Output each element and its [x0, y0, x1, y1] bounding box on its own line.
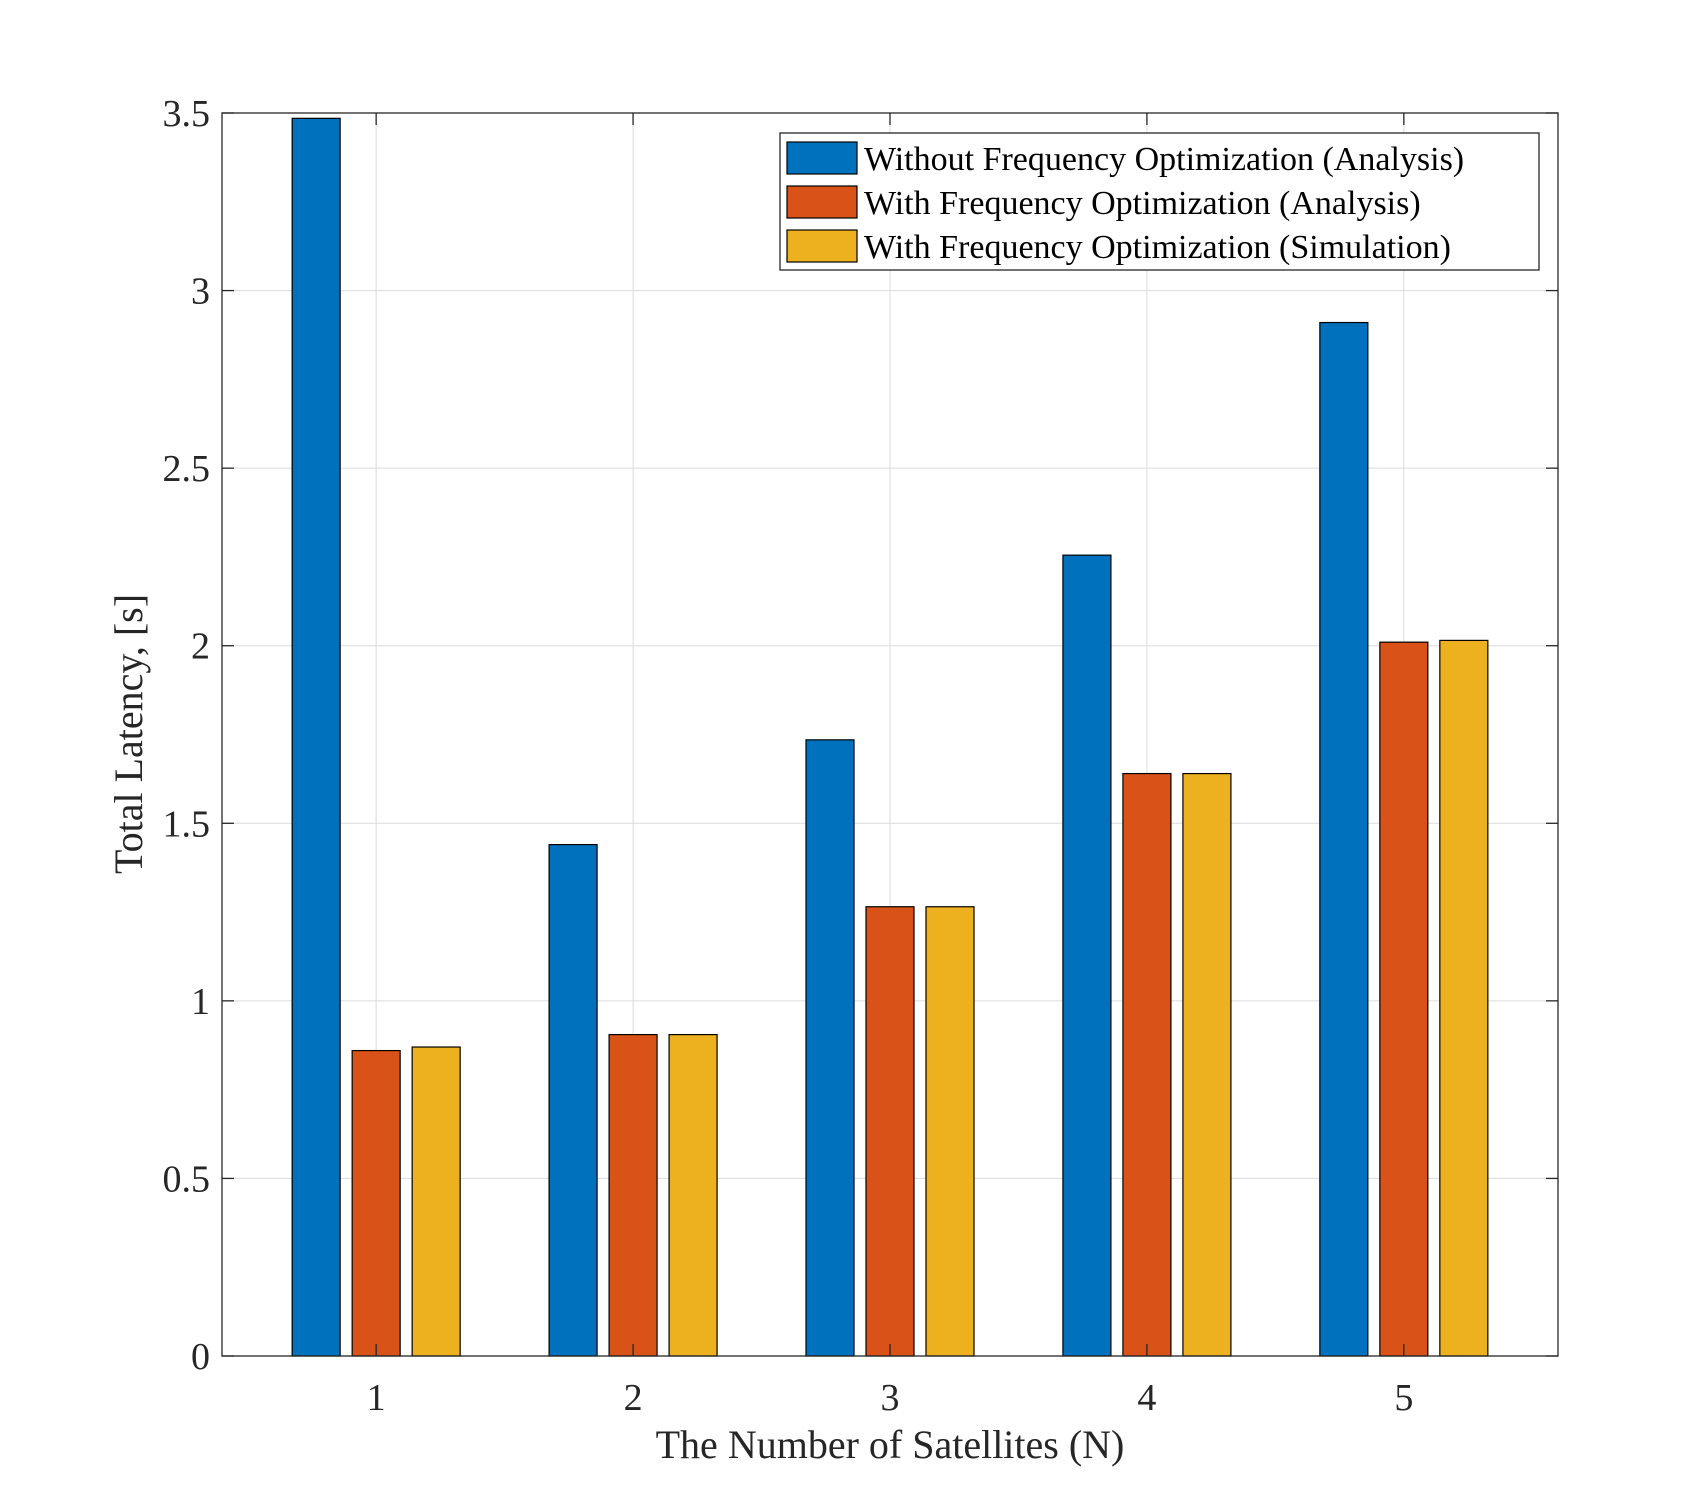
- bars: [291, 117, 1489, 1357]
- bar-series-3-cat-5: [1439, 639, 1489, 1357]
- legend-swatch: [786, 185, 858, 219]
- legend-items: Without Frequency Optimization (Analysis…: [786, 141, 1464, 266]
- y-tick-label: 1.5: [163, 803, 211, 845]
- x-tick-labels: 1 2 3 4 5: [367, 1377, 1414, 1419]
- legend-swatch: [786, 229, 858, 263]
- bar-series-1-cat-4: [1062, 554, 1112, 1357]
- bar-series-2-cat-4: [1122, 772, 1172, 1357]
- y-tick-label: 3.5: [163, 93, 211, 135]
- y-tick-label: 0: [191, 1336, 210, 1378]
- legend-swatch: [786, 141, 858, 175]
- y-axis-label: Total Latency, [s]: [106, 594, 151, 874]
- bar-series-3-cat-3: [925, 906, 975, 1357]
- x-tick-label: 4: [1137, 1377, 1156, 1419]
- tick-marks: [222, 112, 1558, 1357]
- y-tick-label: 2.5: [163, 448, 211, 490]
- bar-series-3-cat-4: [1182, 772, 1232, 1357]
- bar-series-1-cat-2: [548, 843, 598, 1357]
- bar-series-1-cat-1: [291, 117, 341, 1357]
- legend-label: Without Frequency Optimization (Analysis…: [864, 141, 1464, 178]
- legend-label: With Frequency Optimization (Analysis): [864, 185, 1421, 222]
- x-tick-label: 2: [624, 1377, 643, 1419]
- y-tick-label: 2: [191, 626, 210, 668]
- legend: Without Frequency Optimization (Analysis…: [779, 132, 1540, 271]
- y-tick-label: 0.5: [163, 1158, 211, 1200]
- bar-series-1-cat-5: [1319, 321, 1369, 1357]
- x-tick-label: 5: [1394, 1377, 1413, 1419]
- bar-series-1-cat-3: [805, 739, 855, 1357]
- x-axis-label: The Number of Satellites (N): [656, 1422, 1125, 1467]
- legend-label: With Frequency Optimization (Simulation): [864, 229, 1451, 266]
- bar-series-2-cat-3: [865, 906, 915, 1357]
- y-tick-labels: 0 0.5 1 1.5 2 2.5 3 3.5: [163, 93, 211, 1378]
- bar-series-2-cat-1: [351, 1049, 401, 1357]
- bar-series-2-cat-2: [608, 1033, 658, 1357]
- x-tick-label: 1: [367, 1377, 386, 1419]
- legend-box: [779, 132, 1540, 271]
- bar-series-3-cat-1: [411, 1046, 461, 1357]
- y-tick-label: 3: [191, 271, 210, 313]
- y-tick-label: 1: [191, 981, 210, 1023]
- x-tick-label: 3: [881, 1377, 900, 1419]
- bar-series-2-cat-5: [1379, 641, 1429, 1357]
- bar-series-3-cat-2: [668, 1033, 718, 1357]
